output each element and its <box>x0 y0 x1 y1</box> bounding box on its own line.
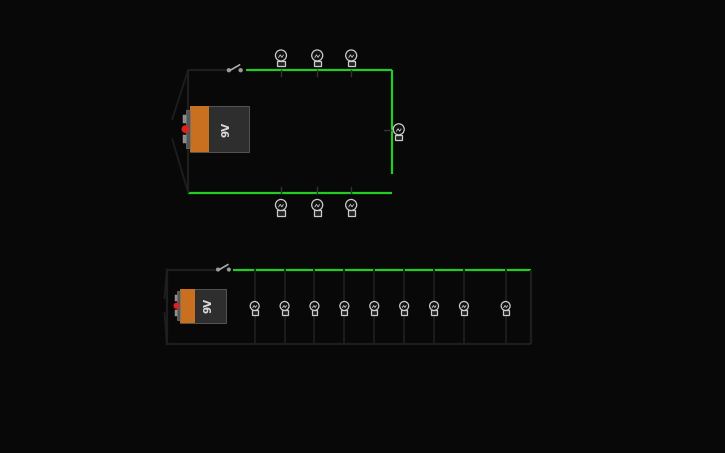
Circle shape <box>393 124 405 135</box>
FancyBboxPatch shape <box>312 310 318 315</box>
Circle shape <box>501 302 510 310</box>
Circle shape <box>399 302 409 310</box>
Text: 9V: 9V <box>222 121 232 137</box>
Circle shape <box>346 199 357 211</box>
Circle shape <box>217 268 220 271</box>
Circle shape <box>340 302 349 310</box>
FancyBboxPatch shape <box>252 310 257 315</box>
Circle shape <box>460 302 468 310</box>
FancyBboxPatch shape <box>278 61 285 66</box>
FancyBboxPatch shape <box>395 135 402 140</box>
FancyBboxPatch shape <box>461 310 467 315</box>
Circle shape <box>228 69 231 72</box>
Circle shape <box>310 302 319 310</box>
Circle shape <box>276 50 286 61</box>
FancyBboxPatch shape <box>371 310 377 315</box>
Circle shape <box>182 126 188 132</box>
FancyBboxPatch shape <box>191 106 210 152</box>
Circle shape <box>370 302 378 310</box>
Circle shape <box>174 304 179 308</box>
FancyBboxPatch shape <box>278 210 285 216</box>
FancyBboxPatch shape <box>347 210 355 216</box>
Circle shape <box>430 302 439 310</box>
FancyBboxPatch shape <box>181 289 195 323</box>
Circle shape <box>346 50 357 61</box>
FancyBboxPatch shape <box>191 106 249 152</box>
Circle shape <box>276 199 286 211</box>
Circle shape <box>228 268 231 271</box>
Circle shape <box>280 302 289 310</box>
Circle shape <box>250 302 259 310</box>
FancyBboxPatch shape <box>186 110 191 149</box>
FancyBboxPatch shape <box>502 310 509 315</box>
FancyBboxPatch shape <box>175 310 177 316</box>
Circle shape <box>312 199 323 211</box>
FancyBboxPatch shape <box>183 135 186 143</box>
FancyBboxPatch shape <box>181 289 225 323</box>
Circle shape <box>239 69 242 72</box>
FancyBboxPatch shape <box>431 310 437 315</box>
FancyBboxPatch shape <box>347 61 355 66</box>
FancyBboxPatch shape <box>314 61 321 66</box>
FancyBboxPatch shape <box>341 310 347 315</box>
FancyBboxPatch shape <box>281 310 288 315</box>
Text: 9V: 9V <box>204 298 213 313</box>
FancyBboxPatch shape <box>314 210 321 216</box>
Circle shape <box>312 50 323 61</box>
FancyBboxPatch shape <box>175 295 177 301</box>
FancyBboxPatch shape <box>183 115 186 123</box>
FancyBboxPatch shape <box>177 291 181 320</box>
FancyBboxPatch shape <box>401 310 407 315</box>
